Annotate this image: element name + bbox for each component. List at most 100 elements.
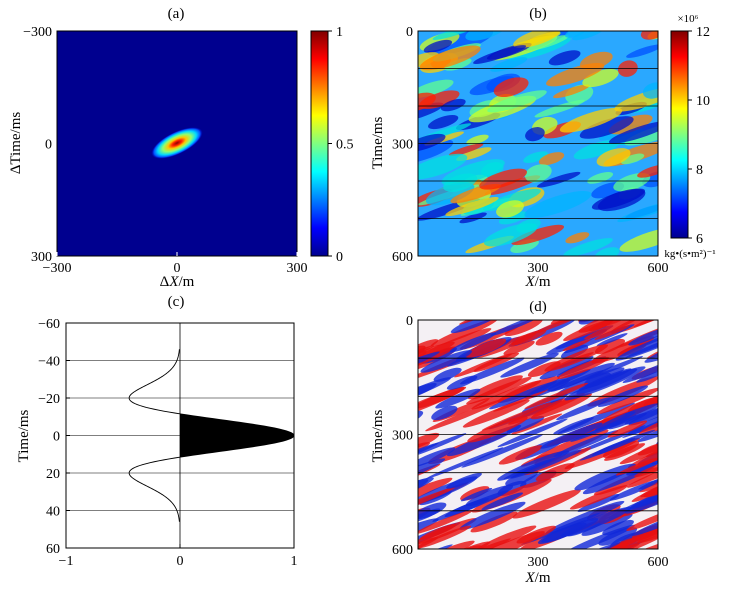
panel-d-reflectivity-streak	[628, 327, 658, 346]
panel-b-impedance-patch	[538, 152, 565, 166]
panel-d-reflectivity-streak	[596, 387, 658, 415]
panel-d-reflectivity-streak	[533, 429, 609, 462]
panel-b-y-tick-label: 0	[406, 25, 413, 40]
panel-b-impedance-patch	[469, 76, 515, 96]
panel-d-reflectivity-streak	[382, 396, 418, 419]
panel-d-reflectivity-streak	[637, 514, 658, 544]
panel-d-reflectivity-streak	[471, 380, 542, 410]
panel-b-x-tick-label: 600	[648, 261, 669, 276]
panel-c-y-label: Time/ms	[16, 409, 32, 462]
panel-d-reflectivity-streak	[631, 510, 658, 536]
panel-d-reflectivity-streak	[428, 541, 491, 549]
panel-d-reflectivity-streak	[557, 356, 610, 380]
panel-d-y-tick-label: 300	[392, 429, 413, 444]
panel-d-reflectivity-streak	[504, 320, 543, 337]
panel-d-reflectivity-streak	[557, 402, 636, 435]
panel-d-reflectivity-streak	[582, 356, 643, 381]
panel-d-label: (d)	[529, 299, 547, 315]
panel-d-reflectivity-streak	[594, 325, 631, 340]
panel-b-impedance-patch	[552, 84, 590, 99]
panel-d-reflectivity-streak	[498, 445, 543, 465]
panel-d-reflectivity-streak	[418, 447, 456, 468]
panel-d-reflectivity-streak	[581, 513, 633, 536]
panel-b-impedance-patch	[594, 247, 620, 256]
panel-d-reflectivity-streak	[577, 494, 620, 512]
panel-d-reflectivity-streak	[615, 327, 658, 361]
panel-c-label: (c)	[168, 294, 185, 310]
panel-d-reflectivity-streak	[425, 398, 505, 432]
panel-d-reflectivity-streak	[418, 351, 440, 382]
panel-d-reflectivity-streak	[490, 320, 542, 336]
panel-d-reflectivity-streak	[530, 368, 591, 395]
panel-d-reflectivity-streak	[418, 508, 441, 524]
panel-d-x-tick-label: 300	[528, 555, 549, 570]
panel-d-reflectivity-streak	[503, 340, 535, 356]
panel-d-reflectivity-streak	[454, 353, 513, 378]
panel-d-reflectivity-streak	[418, 509, 474, 535]
panel-b-impedance-patch	[591, 188, 646, 210]
panel-b-impedance-patch	[459, 212, 487, 224]
panel-b-impedance-patch	[596, 148, 631, 167]
panel-b-impedance-patch	[444, 58, 472, 71]
panel-b-ticks: 300 600 0 300 600	[392, 25, 669, 276]
panel-b-impedance-patch	[537, 171, 581, 188]
panel-d-reflectivity-streak	[470, 511, 518, 533]
panel-b-impedance-patch	[418, 133, 446, 152]
panel-d: (d) 300 600 0 300 600 X/m Time/ms	[370, 299, 669, 586]
panel-d-reflectivity-streak	[560, 344, 589, 359]
panel-d-reflectivity-streak	[510, 449, 582, 479]
panel-d-reflectivity-streak	[463, 531, 545, 549]
panel-d-y-tick-label: 600	[392, 543, 413, 558]
panel-d-reflectivity-streak	[503, 458, 556, 480]
panel-d-reflectivity-streak	[425, 447, 504, 479]
panel-c-wavelet-curve	[128, 349, 295, 522]
panel-b-impedance-patch	[466, 134, 489, 145]
panel-d-reflectivity-streak	[459, 501, 526, 530]
panel-d-x-label: X/m	[524, 570, 550, 586]
panel-d-reflectivity-field	[382, 320, 658, 567]
panel-b-impedance-patch	[493, 77, 529, 98]
panel-d-reflectivity-streak	[622, 354, 658, 383]
panel-d-reflectivity-streak	[418, 486, 456, 519]
panel-b-impedance-patch	[440, 98, 466, 112]
panel-b-colorbar	[670, 30, 689, 239]
panel-b-impedance-patch	[572, 31, 604, 41]
panel-a-x-tick-label: 300	[287, 261, 308, 276]
panel-d-reflectivity-streak	[497, 418, 568, 448]
panel-d-reflectivity-streak	[656, 428, 658, 447]
panel-b-impedance-patch	[573, 139, 620, 160]
panel-b-impedance-patch	[620, 153, 645, 165]
panel-d-reflectivity-streak	[637, 416, 658, 442]
panel-d-reflectivity-streak	[626, 506, 658, 531]
panel-d-reflectivity-streak	[545, 500, 625, 534]
panel-d-reflectivity-streak	[418, 377, 452, 403]
panel-d-reflectivity-streak	[432, 490, 509, 522]
panel-b-impedance-patch	[534, 99, 585, 118]
panel-b-y-tick-label: 300	[392, 138, 413, 153]
panel-b-impedance-patch	[642, 82, 658, 99]
panel-c-y-tick-label: 20	[46, 467, 60, 482]
panel-d-reflectivity-streak	[460, 488, 493, 502]
panel-d-reflectivity-streak	[560, 506, 632, 537]
panel-b-impedance-field	[418, 31, 658, 256]
panel-a-colorbar-tick-label: 0.5	[336, 138, 354, 153]
panel-b-impedance-patch	[473, 45, 527, 65]
panel-a-colorbar-tick-label: 0	[336, 250, 343, 265]
panel-d-reflectivity-streak	[640, 478, 658, 498]
panel-b-impedance-patch	[617, 199, 658, 223]
panel-d-reflectivity-streak	[602, 440, 640, 459]
panel-d-ticks: 300 600 0 300 600	[392, 314, 669, 570]
panel-b: (b) 300 600 0 300 600 X/m Time/ms 12 10 8 6 ×10…	[370, 6, 716, 290]
panel-d-reflectivity-streak	[602, 519, 634, 536]
panel-b-impedance-patch	[479, 168, 527, 190]
panel-c-y-tick-label: 40	[46, 505, 60, 520]
panel-d-reflectivity-streak	[614, 548, 647, 567]
panel-d-reflectivity-streak	[418, 518, 439, 549]
panel-d-reflectivity-streak	[524, 382, 589, 409]
panel-b-impedance-patch	[496, 200, 524, 218]
panel-d-reflectivity-streak	[450, 320, 505, 334]
panel-c-x-tick-label: 0	[177, 554, 184, 569]
panel-b-impedance-patch	[445, 196, 499, 217]
